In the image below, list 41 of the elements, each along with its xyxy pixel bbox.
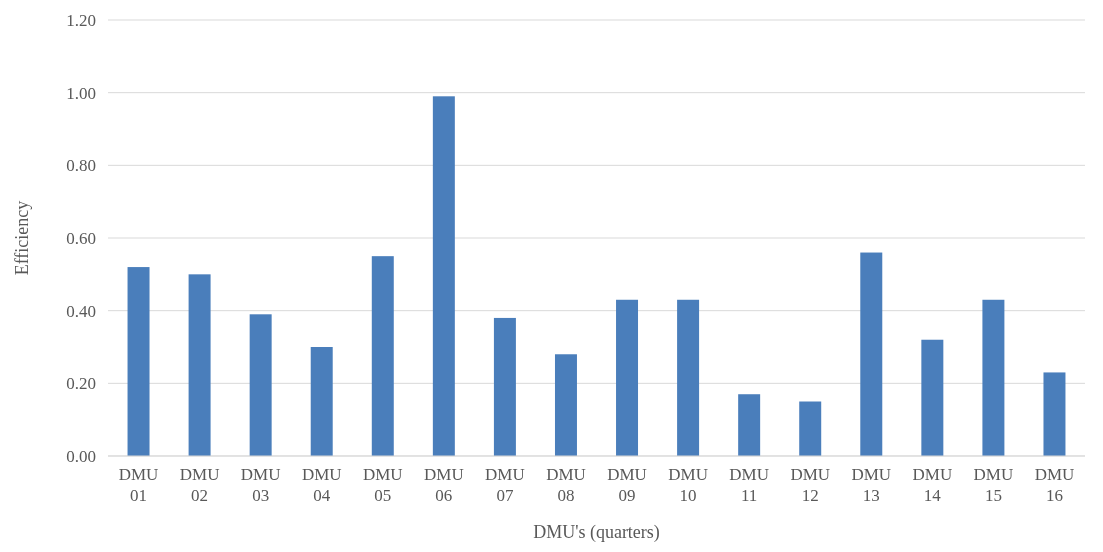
y-tick-label: 0.80 — [66, 156, 96, 176]
bar — [310, 347, 333, 456]
bar — [127, 267, 150, 456]
bar — [432, 96, 455, 456]
x-axis-title: DMU's (quarters) — [533, 522, 660, 543]
bar — [1043, 372, 1066, 456]
y-tick-label: 0.00 — [66, 446, 96, 466]
x-tick-label: DMU 12 — [790, 465, 831, 505]
x-tick-label: DMU 03 — [240, 465, 281, 505]
bar — [371, 256, 394, 456]
bar — [493, 317, 516, 456]
x-tick-label: DMU 02 — [179, 465, 220, 505]
x-tick-label: DMU 13 — [851, 465, 892, 505]
x-tick-label: DMU 04 — [301, 465, 342, 505]
bar — [188, 274, 211, 456]
x-tick-label: DMU 08 — [546, 465, 586, 505]
bar — [554, 354, 577, 456]
x-tick-label: DMU 06 — [424, 465, 464, 505]
y-tick-label: 0.20 — [66, 374, 96, 394]
x-tick-label: DMU 07 — [485, 465, 525, 505]
x-tick-label: DMU 05 — [362, 465, 403, 505]
y-tick-label: 0.60 — [66, 228, 96, 248]
bar — [249, 314, 272, 456]
x-tick-label: DMU 15 — [973, 465, 1014, 505]
x-tick-label: DMU 11 — [729, 465, 769, 505]
y-tick-label: 1.00 — [66, 83, 96, 103]
bar — [738, 394, 761, 456]
x-tick-label: DMU 16 — [1034, 465, 1075, 505]
bar — [616, 299, 639, 456]
bar — [921, 339, 944, 456]
x-tick-label: DMU 14 — [912, 465, 953, 505]
bar — [677, 299, 700, 456]
bar — [860, 252, 883, 456]
x-tick-label: DMU 01 — [118, 465, 159, 505]
y-tick-label: 0.40 — [66, 301, 96, 321]
y-tick-label: 1.20 — [66, 10, 96, 30]
bar — [982, 299, 1005, 456]
x-tick-label: DMU 10 — [668, 465, 708, 505]
y-axis-title: Efficiency — [12, 200, 32, 276]
bar — [799, 401, 822, 456]
x-tick-label: DMU 09 — [607, 465, 647, 505]
